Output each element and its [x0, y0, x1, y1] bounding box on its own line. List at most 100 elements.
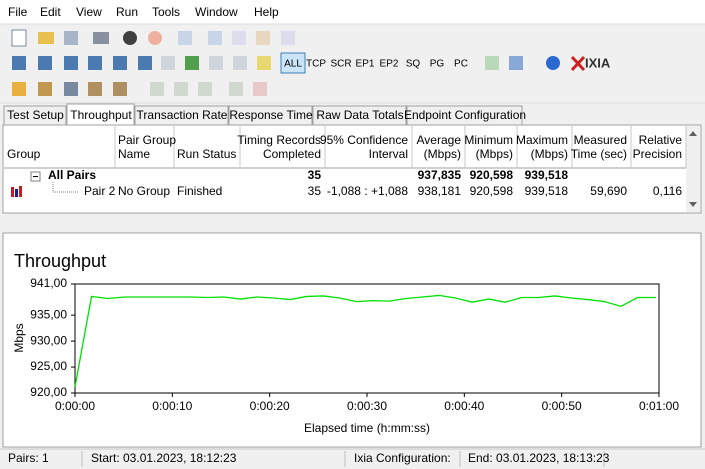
tab[interactable] [66, 103, 135, 126]
status-text: Pairs: 1 [8, 451, 49, 465]
tab[interactable] [134, 105, 229, 126]
icon-run[interactable] [123, 31, 137, 45]
icon-pair[interactable] [138, 56, 152, 70]
protocol-button[interactable]: EP2 [380, 59, 399, 70]
tab-label[interactable]: Transaction Rate [137, 108, 228, 122]
icon-info[interactable] [546, 56, 560, 70]
tab[interactable] [312, 105, 407, 126]
column-header[interactable]: Completed [263, 147, 321, 161]
icon-option[interactable] [150, 82, 164, 96]
icon-tool[interactable] [232, 31, 246, 45]
table-cell: 35 [308, 168, 322, 182]
icon-pair[interactable] [113, 56, 127, 70]
column-header[interactable]: Group [7, 147, 41, 161]
menu-item[interactable]: Help [254, 5, 279, 19]
table-cell: 0,116 [653, 184, 682, 198]
menu-item[interactable]: File [8, 5, 28, 19]
menu-item[interactable]: Run [116, 5, 138, 19]
tab-label[interactable]: Test Setup [7, 108, 64, 122]
icon-edit[interactable] [233, 56, 247, 70]
icon-pair[interactable] [64, 56, 78, 70]
column-header[interactable]: Average [417, 133, 462, 147]
protocol-button[interactable]: SQ [406, 59, 421, 70]
tab-label[interactable]: Response Time [229, 108, 313, 122]
column-header[interactable]: Minimum [464, 133, 513, 147]
icon-option[interactable] [174, 82, 188, 96]
icon-option[interactable] [12, 82, 26, 96]
icon-tool[interactable] [256, 31, 270, 45]
y-tick-label: 941,00 [30, 276, 67, 290]
protocol-button[interactable]: PG [430, 59, 445, 70]
chart-title: Throughput [14, 251, 106, 271]
column-header[interactable]: Interval [369, 147, 408, 161]
logo: IXIA [585, 55, 611, 70]
menu-item[interactable]: Window [195, 5, 238, 19]
protocol-button[interactable]: SCR [330, 59, 351, 70]
column-header[interactable]: Timing Records [237, 133, 321, 147]
menu-item[interactable]: Tools [152, 5, 180, 19]
tab[interactable] [406, 105, 523, 126]
icon-option[interactable] [253, 82, 267, 96]
icon-option[interactable] [198, 82, 212, 96]
column-header[interactable]: Name [118, 147, 150, 161]
column-header[interactable]: (Mbps) [531, 147, 568, 161]
x-tick-label: 0:00:40 [444, 399, 484, 413]
icon-view[interactable] [509, 56, 523, 70]
pair-icon [11, 186, 22, 197]
table-cell: 920,598 [470, 168, 514, 182]
icon-option[interactable] [229, 82, 243, 96]
icon-stop[interactable] [148, 31, 162, 45]
icon-view[interactable] [485, 56, 499, 70]
all-button[interactable] [280, 52, 306, 74]
icon-tool[interactable] [208, 31, 222, 45]
tab-label[interactable]: Endpoint Configuration [404, 108, 526, 122]
table-cell: Finished [177, 184, 222, 198]
x-tick-label: 0:00:20 [250, 399, 290, 413]
table-cell: Pair 2 [84, 184, 116, 198]
column-header[interactable]: 95% Confidence [320, 133, 408, 147]
column-header[interactable]: Measured [574, 133, 627, 147]
icon-pair[interactable] [38, 56, 52, 70]
protocol-button[interactable]: ALL [284, 59, 302, 70]
icon-print[interactable] [93, 32, 109, 44]
protocol-button[interactable]: TCP [306, 59, 326, 70]
icon-open[interactable] [38, 32, 54, 44]
icon-edit[interactable] [185, 56, 199, 70]
icon-pair[interactable] [12, 56, 26, 70]
icon-new[interactable] [11, 29, 27, 47]
menu-item[interactable]: Edit [40, 5, 61, 19]
column-header[interactable]: Precision [633, 147, 682, 161]
y-tick-label: 925,00 [30, 359, 67, 373]
column-header[interactable]: Maximum [516, 133, 568, 147]
icon-pair[interactable] [88, 56, 102, 70]
x-tick-label: 0:00:30 [347, 399, 387, 413]
column-header[interactable]: Pair Group [118, 133, 176, 147]
tab[interactable] [3, 105, 67, 126]
icon-edit[interactable] [209, 56, 223, 70]
column-header[interactable]: (Mbps) [476, 147, 513, 161]
table-cell: 59,690 [590, 184, 627, 198]
icon-option[interactable] [113, 82, 127, 96]
icon-option[interactable] [88, 82, 102, 96]
column-header[interactable]: Time (sec) [571, 147, 627, 161]
icon-edit[interactable] [257, 56, 271, 70]
tab[interactable] [228, 105, 313, 126]
column-header[interactable]: (Mbps) [424, 147, 461, 161]
tab-label[interactable]: Throughput [70, 108, 132, 122]
icon-tool[interactable] [281, 31, 295, 45]
column-header[interactable]: Relative [639, 133, 683, 147]
icon-option[interactable] [38, 82, 52, 96]
protocol-button[interactable]: EP1 [356, 59, 375, 70]
tab-label[interactable]: Raw Data Totals [316, 108, 403, 122]
protocol-button[interactable]: PC [454, 59, 468, 70]
x-tick-label: 0:00:00 [55, 399, 95, 413]
icon-save[interactable] [64, 31, 78, 45]
scrollbar[interactable] [686, 126, 700, 212]
icon-edit[interactable] [161, 56, 175, 70]
column-header[interactable]: Run Status [177, 147, 236, 161]
icon-option[interactable] [64, 82, 78, 96]
icon-tool[interactable] [178, 31, 192, 45]
x-tick-label: 0:00:10 [152, 399, 192, 413]
status-text: Start: 03.01.2023, 18:12:23 [91, 451, 237, 465]
menu-item[interactable]: View [76, 5, 102, 19]
